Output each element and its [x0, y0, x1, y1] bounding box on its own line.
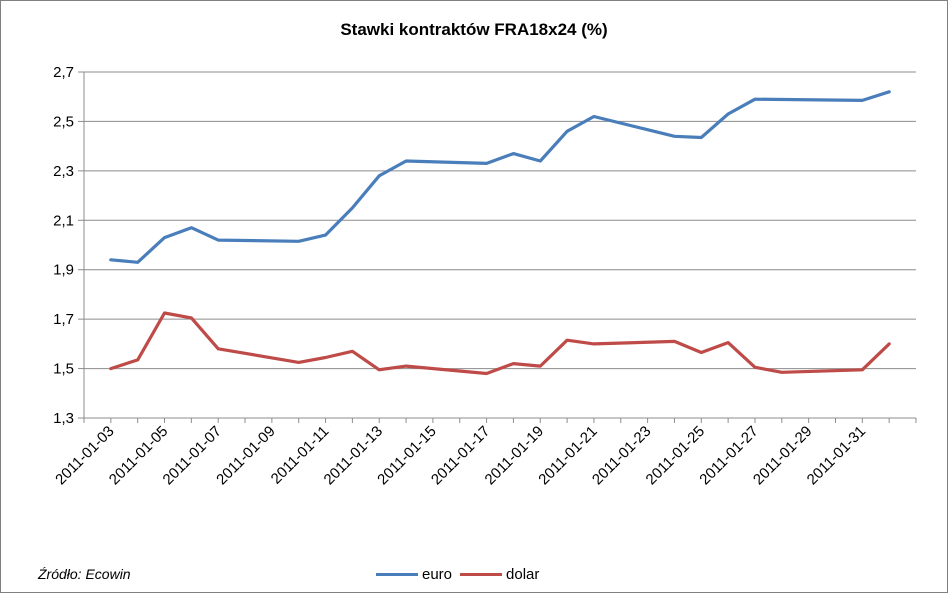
y-tick-label: 1,9: [53, 262, 74, 279]
series-line-dolar: [109, 311, 891, 376]
y-tick-label: 1,5: [53, 361, 74, 378]
y-tick-label: 2,5: [53, 113, 74, 130]
y-tick-label: 1,7: [53, 311, 74, 328]
legend-swatch-dolar: [460, 573, 503, 576]
legend-swatch-euro: [376, 573, 418, 576]
legend-entry-euro: euro: [376, 566, 452, 583]
series-line-euro: [109, 90, 891, 264]
chart-title: Stawki kontraktów FRA18x24 (%): [340, 20, 608, 39]
x-tick-label: 2011-01-31: [804, 423, 869, 488]
legend-entry-dolar: dolar: [460, 566, 539, 583]
y-tick-label: 2,3: [53, 163, 74, 180]
y-tick-label: 2,1: [53, 212, 74, 229]
x-tick-label: 2011-01-09: [213, 423, 278, 488]
legend: euro dolar: [376, 566, 547, 583]
y-tick-label: 2,7: [53, 64, 74, 81]
y-tick-label: 1,3: [53, 410, 74, 427]
source-note: Źródło: Ecowin: [38, 566, 131, 582]
legend-label-dolar: dolar: [506, 566, 540, 583]
legend-label-euro: euro: [422, 566, 453, 583]
